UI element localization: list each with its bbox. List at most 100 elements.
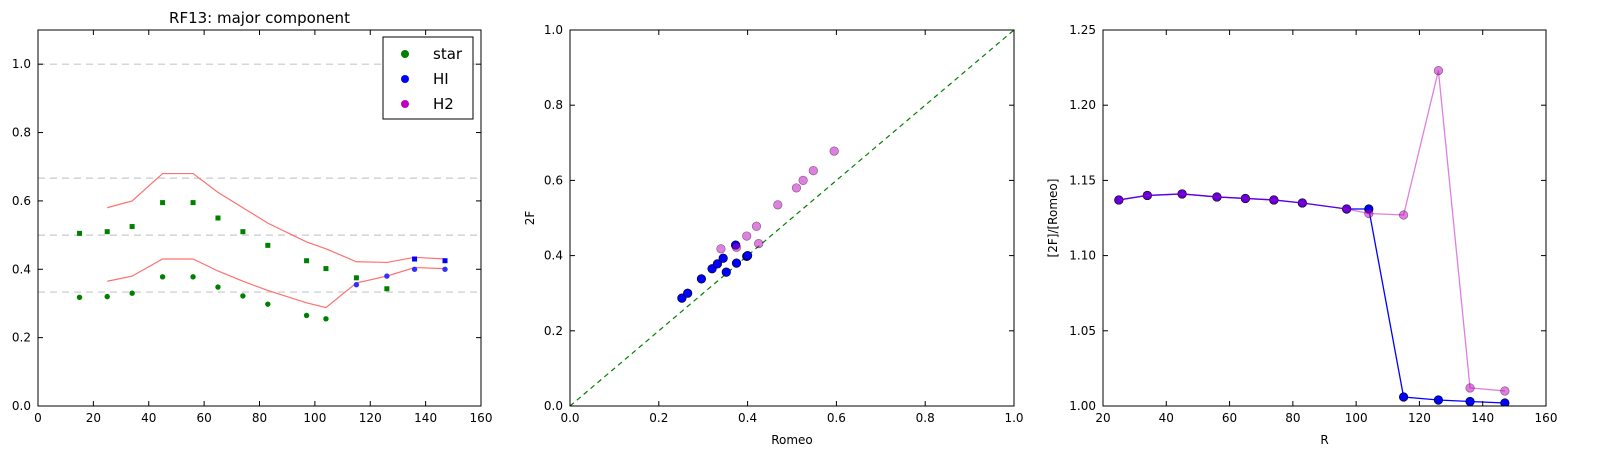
y-axis-label: [2F]/[Romeo] — [1046, 179, 1060, 258]
y-tick-label: 0.2 — [12, 331, 31, 345]
data-point — [808, 166, 818, 176]
x-tick-label: 160 — [470, 411, 493, 425]
y-tick-label: 1.0 — [544, 23, 563, 37]
data-point — [798, 175, 808, 185]
y-tick-label: 0.0 — [12, 399, 31, 413]
x-tick-label: 120 — [1408, 411, 1431, 425]
y-tick-label: 0.8 — [12, 126, 31, 140]
x-tick-label: 60 — [196, 411, 211, 425]
data-point-square — [304, 258, 310, 264]
x-tick-label: 0.2 — [649, 411, 668, 425]
x-tick-label: 160 — [1535, 411, 1558, 425]
x-axis-label: Romeo — [771, 433, 813, 447]
data-point — [742, 251, 753, 261]
data-point — [1364, 208, 1374, 219]
x-tick-label: 80 — [252, 411, 267, 425]
data-point — [442, 266, 448, 272]
data-point — [1399, 210, 1409, 220]
data-point — [721, 267, 731, 277]
x-tick-label: 0.0 — [560, 411, 579, 425]
data-point — [303, 312, 310, 319]
data-point-square — [129, 224, 135, 230]
data-point-square — [104, 229, 110, 235]
y-tick-label: 0.2 — [544, 324, 563, 338]
series-line — [1118, 193, 1505, 404]
legend-label: HI — [433, 70, 449, 88]
y-tick-label: 0.4 — [12, 262, 31, 276]
data-point — [791, 183, 802, 193]
data-point — [411, 266, 418, 272]
x-tick-label: 40 — [1159, 411, 1174, 425]
data-point — [696, 274, 707, 284]
data-point — [829, 146, 839, 156]
data-point — [1269, 195, 1279, 205]
data-point — [76, 294, 83, 301]
x-tick-label: 100 — [303, 411, 326, 425]
y-tick-label: 0.0 — [544, 399, 563, 413]
x-tick-label: 120 — [359, 411, 382, 425]
data-point — [718, 253, 728, 263]
data-point — [323, 316, 329, 322]
data-point — [215, 284, 221, 290]
data-point-square — [412, 256, 418, 262]
plot-area — [570, 30, 1014, 406]
data-point — [1212, 192, 1222, 202]
data-point — [1342, 204, 1352, 214]
data-point-square — [384, 286, 390, 292]
chart-panel-ratio-vs-r: 20 40 60 80 100 120 140 160 1.00 1.05 1.10 1.15 1.20… — [1046, 23, 1557, 447]
y-tick-label: 1.10 — [1069, 249, 1096, 263]
envelope-lower-line — [107, 258, 446, 309]
data-point — [190, 274, 196, 280]
data-point — [712, 259, 723, 269]
data-point — [1399, 392, 1409, 402]
y-tick-label: 1.05 — [1069, 324, 1096, 338]
legend-label: star — [433, 45, 463, 63]
x-tick-label: 80 — [1285, 411, 1300, 425]
axes-frame — [569, 29, 1015, 407]
data-point — [742, 231, 752, 241]
data-point — [731, 242, 742, 252]
axes-frame — [1102, 29, 1547, 407]
legend: star HI H2 — [382, 36, 474, 120]
data-point — [1500, 386, 1510, 396]
x-tick-label: 1.0 — [1004, 411, 1023, 425]
plot-area — [1114, 66, 1510, 406]
data-point — [1465, 383, 1475, 393]
y-tick-label: 0.6 — [544, 173, 563, 187]
y-tick-label: 1.15 — [1069, 173, 1096, 187]
plot-area — [38, 63, 481, 322]
x-tick-label: 0.8 — [916, 411, 935, 425]
data-point — [1240, 193, 1250, 204]
y-tick-label: 0.8 — [544, 98, 563, 112]
x-axis-label: R — [1320, 433, 1328, 447]
data-point — [1114, 195, 1124, 205]
y-axis-label: 2F — [523, 211, 537, 226]
legend-marker — [401, 50, 409, 58]
legend-box — [382, 36, 474, 120]
data-point — [754, 238, 764, 249]
data-point — [1500, 398, 1510, 406]
legend-label: H2 — [433, 95, 454, 113]
one-to-one-line — [570, 30, 1014, 406]
data-point-square — [240, 229, 246, 235]
y-tick-label: 1.00 — [1069, 399, 1096, 413]
chart-panel-2f-vs-romeo: 0.0 0.2 0.4 0.6 0.8 1.0 0.0 0.2 0.4 0.6 0.8 1.0 Rome… — [523, 23, 1024, 447]
x-tick-label: 60 — [1222, 411, 1237, 425]
data-point — [1433, 66, 1444, 76]
y-tick-label: 1.25 — [1069, 23, 1096, 37]
data-point-square — [215, 215, 221, 221]
y-tick-label: 0.6 — [12, 194, 31, 208]
data-point — [159, 274, 166, 280]
data-point-square — [442, 258, 448, 264]
y-tick-label: 1.0 — [12, 57, 31, 71]
x-tick-label: 140 — [1471, 411, 1494, 425]
data-point — [240, 293, 246, 299]
x-tick-label: 20 — [1095, 411, 1110, 425]
x-tick-label: 0.6 — [827, 411, 846, 425]
data-point — [104, 293, 110, 300]
data-point — [751, 221, 762, 231]
data-point — [773, 200, 783, 210]
data-point-square — [190, 200, 196, 206]
data-point — [683, 288, 693, 298]
